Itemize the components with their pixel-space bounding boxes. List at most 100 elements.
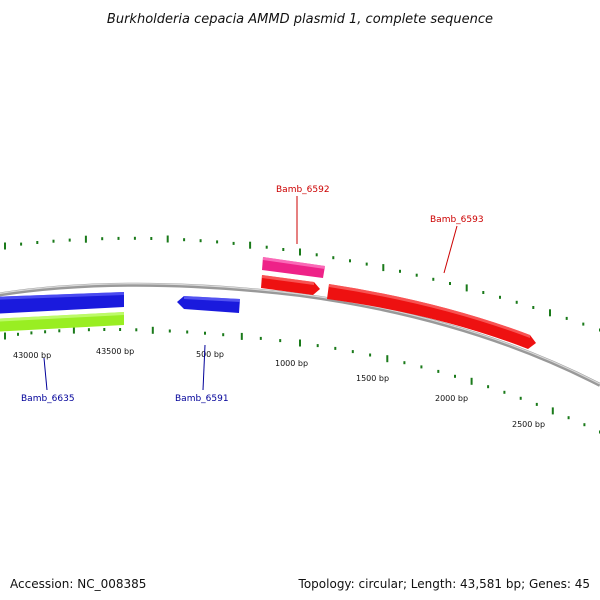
tick-mark (232, 241, 235, 245)
tick-mark (437, 369, 440, 373)
bp-label-2000: 2000 bp (435, 394, 468, 403)
gene-bamb-6592[interactable] (262, 257, 325, 278)
tick-mark (36, 241, 39, 244)
bp-label-1000: 1000 bp (275, 359, 308, 368)
tick-mark (222, 333, 225, 337)
tick-mark (465, 284, 468, 292)
tick-mark (299, 339, 301, 347)
tick-mark (72, 326, 75, 334)
plasmid-backbone (0, 282, 600, 387)
callout-line-bamb-6635 (43, 357, 48, 391)
tick-mark (44, 330, 47, 334)
tick-mark (482, 291, 485, 294)
tick-mark (351, 350, 354, 354)
tick-mark (583, 423, 586, 427)
tick-mark (499, 295, 501, 299)
tick-mark (503, 390, 506, 394)
tick-mark (399, 269, 401, 273)
tick-mark (259, 336, 262, 340)
tick-mark (515, 300, 518, 304)
inner-tick-ring (4, 326, 600, 434)
tick-mark (17, 332, 19, 336)
tick-mark (186, 330, 189, 334)
feature-red-short[interactable] (261, 275, 320, 295)
tick-mark (365, 262, 368, 266)
topology-summary: Topology: circular; Length: 43,581 bp; G… (298, 577, 590, 591)
gene-label-bamb-6635[interactable]: Bamb_6635 (21, 394, 75, 404)
accession-text: Accession: NC_008385 (10, 577, 147, 591)
tick-mark (567, 416, 570, 420)
tick-mark (432, 277, 435, 281)
gene-bamb-6593[interactable] (327, 284, 536, 349)
tick-mark (565, 316, 568, 320)
tick-mark (549, 309, 551, 317)
gene-label-bamb-6592[interactable]: Bamb_6592 (276, 185, 330, 195)
tick-mark (168, 329, 171, 333)
feature-lime-band-shine (0, 312, 124, 322)
tick-mark (4, 242, 6, 250)
tick-mark (415, 273, 418, 277)
tick-mark (58, 329, 61, 333)
bp-label-43500: 43500 bp (96, 347, 134, 356)
tick-mark (279, 339, 282, 343)
tick-mark (30, 331, 33, 335)
feature-red-short-shine (262, 275, 314, 285)
tick-mark (532, 306, 535, 309)
gene-label-bamb-6591[interactable]: Bamb_6591 (175, 394, 229, 404)
tick-mark (551, 407, 554, 415)
tick-mark (299, 248, 301, 256)
tick-mark (519, 396, 522, 400)
tick-mark (386, 355, 389, 363)
bp-label-1500: 1500 bp (356, 374, 389, 383)
tick-mark (119, 328, 122, 331)
tick-mark (68, 238, 71, 242)
bp-label-2500: 2500 bp (512, 420, 545, 429)
callout-line-bamb-6591 (202, 344, 206, 391)
tick-mark (470, 377, 473, 385)
tick-mark (216, 240, 219, 244)
bp-label-500: 500 bp (196, 350, 224, 359)
callout-line-bamb-6593 (443, 225, 458, 274)
gene-bamb-6592-shine (263, 257, 325, 269)
tick-mark (199, 239, 202, 243)
tick-mark (449, 282, 451, 285)
tick-mark (316, 344, 319, 348)
tick-mark (535, 402, 538, 406)
tick-mark (334, 346, 337, 350)
tick-mark (240, 332, 243, 340)
plasmid-backbone-highlight (0, 283, 600, 385)
tick-mark (4, 332, 6, 340)
tick-mark (454, 374, 456, 378)
tick-mark (403, 361, 406, 365)
tick-mark (282, 248, 285, 251)
tick-mark (166, 235, 169, 243)
bp-label-43000: 43000 bp (13, 351, 51, 360)
gene-bamb-6635-shine (0, 292, 124, 300)
gene-label-bamb-6593[interactable]: Bamb_6593 (430, 215, 484, 225)
tick-mark (369, 353, 372, 357)
tick-mark (332, 256, 335, 260)
tick-mark (315, 253, 318, 257)
tick-mark (133, 236, 136, 240)
tick-mark (151, 326, 154, 334)
tick-mark (265, 245, 268, 249)
tick-mark (382, 264, 385, 272)
tick-mark (87, 328, 90, 332)
tick-mark (52, 239, 55, 243)
gene-bamb-6593-shine (329, 284, 530, 338)
gene-bamb-6591-shine (184, 296, 240, 302)
tick-mark (84, 235, 87, 243)
map-title: Burkholderia cepacia AMMD plasmid 1, com… (107, 12, 493, 27)
tick-mark (20, 242, 23, 246)
tick-mark (582, 322, 585, 326)
tick-mark (349, 259, 351, 263)
tick-mark (117, 236, 120, 240)
tick-mark (183, 238, 186, 242)
tick-mark (135, 328, 138, 332)
tick-mark (101, 237, 104, 241)
tick-mark (103, 328, 106, 331)
tick-mark (420, 365, 423, 369)
tick-mark (150, 237, 153, 240)
tick-mark (249, 241, 252, 249)
